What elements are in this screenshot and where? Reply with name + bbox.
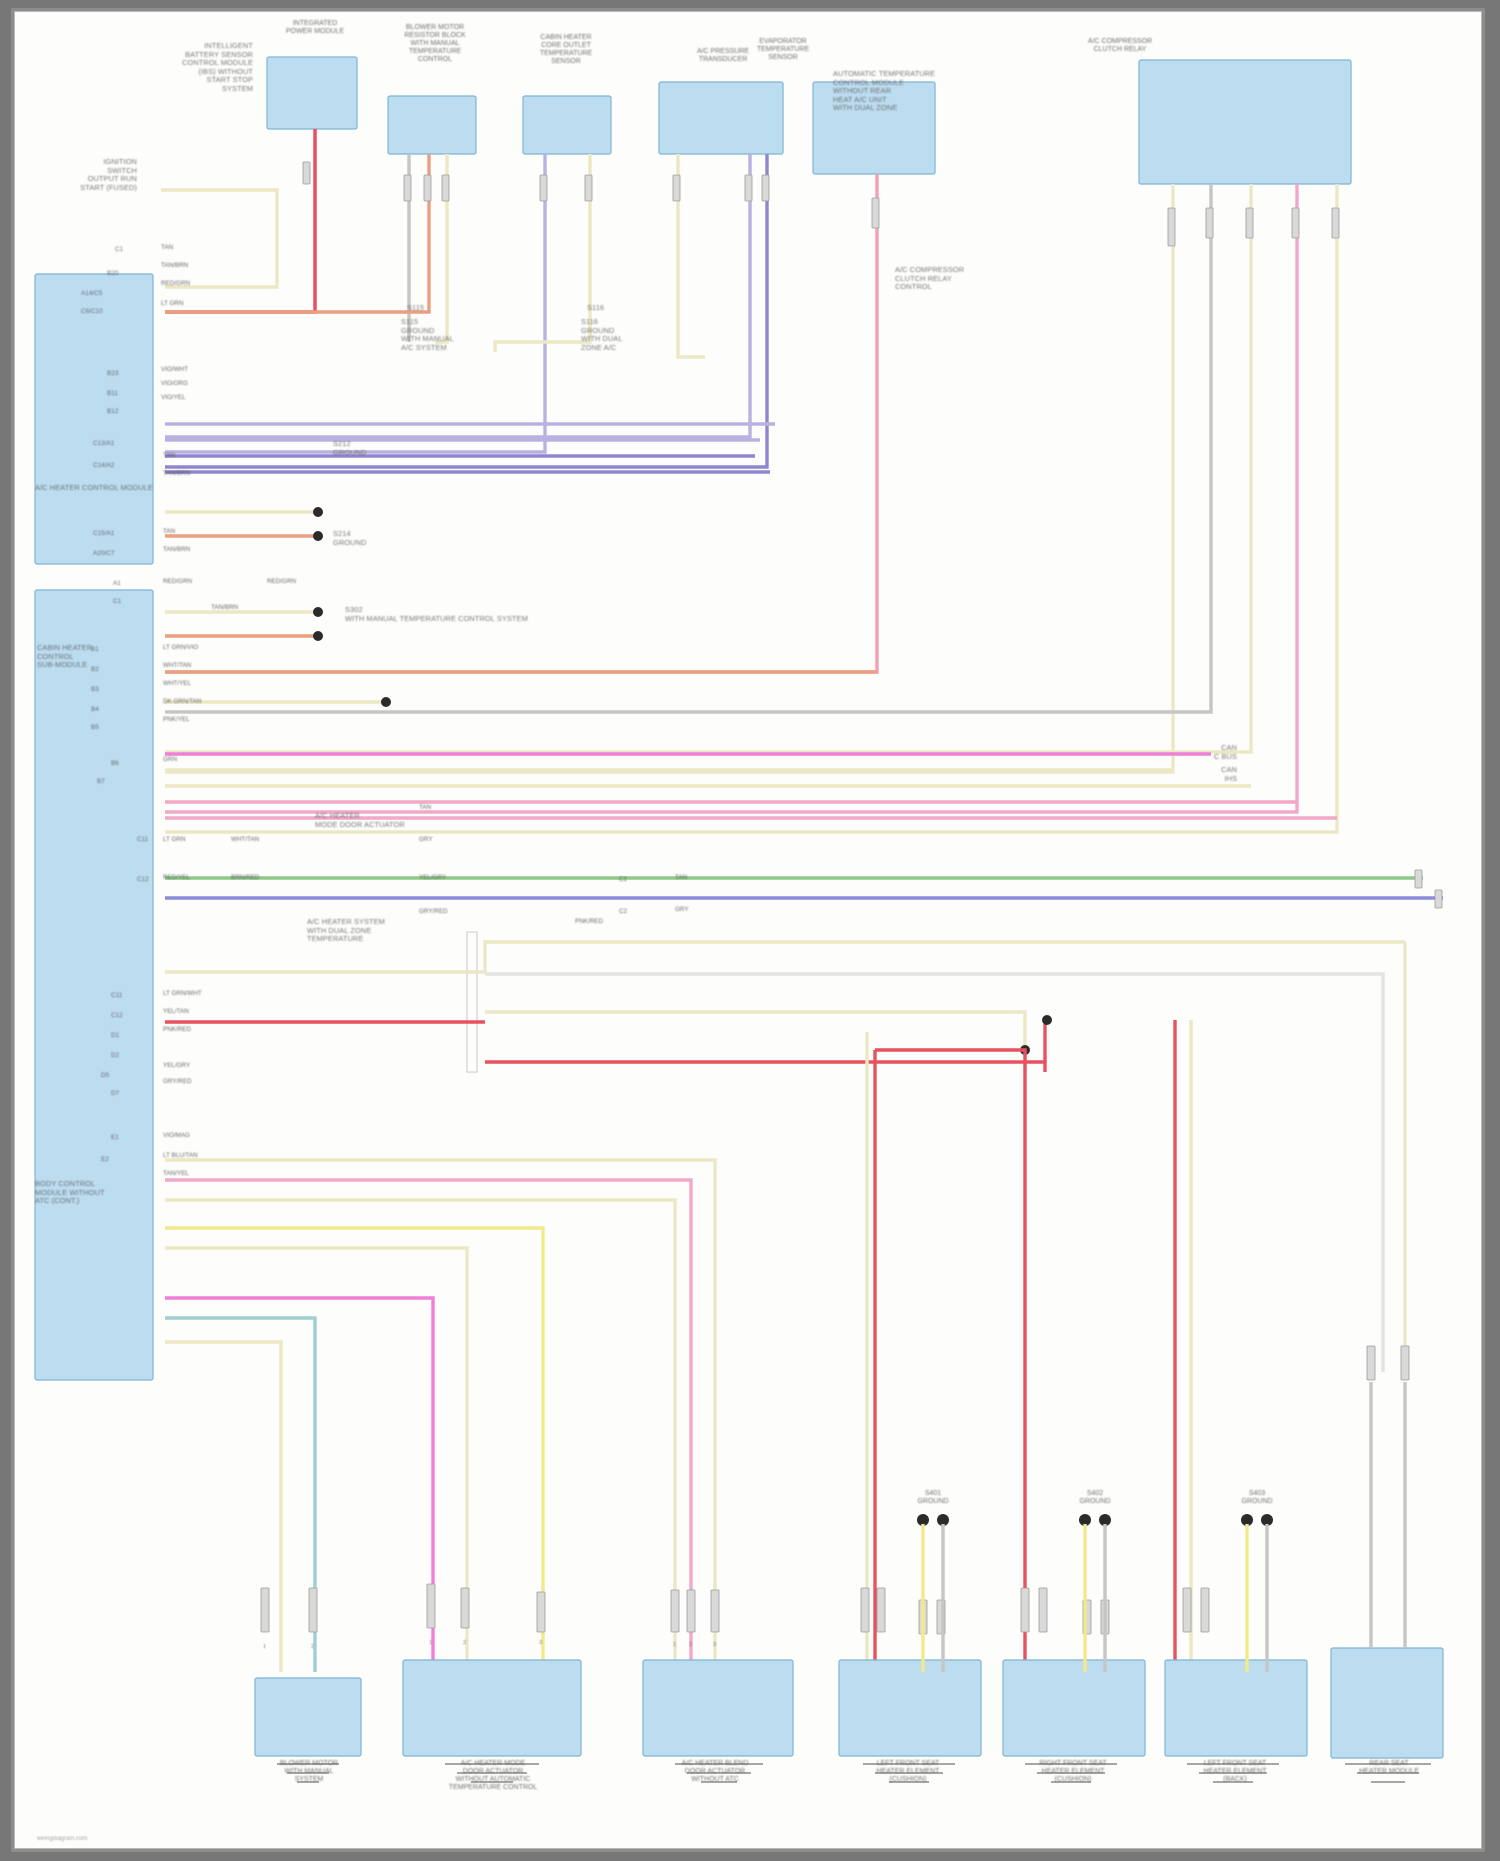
wire-label: YEL/TAN bbox=[163, 1008, 189, 1015]
pin-label: B6 bbox=[111, 760, 119, 767]
pin-label: B20 bbox=[107, 270, 119, 277]
top-module-caption-6: A/C COMPRESSOR CLUTCH RELAY bbox=[1087, 38, 1153, 53]
wire-label: GRY bbox=[675, 906, 689, 913]
pin-label: E2 bbox=[101, 1156, 109, 1163]
pin-label: C6/C10 bbox=[81, 308, 103, 315]
wire-label: LT GRN bbox=[163, 836, 186, 843]
pin-label: B23 bbox=[107, 370, 119, 377]
pin-label: B3 bbox=[91, 686, 99, 693]
pin-label: A14/C5 bbox=[81, 290, 103, 297]
seat-splice-label-3: S403 GROUND bbox=[1241, 1490, 1273, 1505]
bottom-module-caption-5: RIGHT FRONT SEAT HEATER ELEMENT (CUSHION… bbox=[1039, 1760, 1107, 1783]
wire-label: PNK/RED bbox=[575, 918, 603, 925]
wire-label: TAN/BRN bbox=[211, 604, 239, 611]
pin-label: C12 bbox=[111, 1012, 123, 1019]
top-module-caption-4: A/C PRESSURE TRANSDUCER bbox=[696, 48, 750, 63]
pin-label: C12 bbox=[137, 876, 149, 883]
bm-pin: 1 bbox=[429, 1640, 433, 1646]
wire-label: RED/GRN bbox=[163, 578, 193, 585]
top-module-caption-5: EVAPORATOR TEMPERATURE SENSOR bbox=[756, 38, 810, 61]
bm-pin: 1 bbox=[263, 1644, 267, 1650]
wire-label: C1 bbox=[619, 876, 628, 883]
pin-label: B7 bbox=[97, 778, 105, 785]
wire-label: TAN bbox=[675, 874, 688, 881]
pin-label: C1 bbox=[115, 246, 124, 253]
pin-label: B4 bbox=[91, 706, 99, 713]
wire-label: TAN bbox=[163, 452, 176, 459]
bm-pin: 2 bbox=[689, 1642, 693, 1648]
wire-label: YEL/GRY bbox=[163, 1062, 191, 1069]
wire-label: LT BLU/TAN bbox=[163, 1152, 198, 1159]
wire-label: VIO/MAG bbox=[163, 1132, 190, 1139]
wire-label: YEL/GRY bbox=[419, 874, 447, 881]
wire-label: PNK/YEL bbox=[163, 716, 190, 723]
wire-label: PNK/RED bbox=[163, 1026, 191, 1033]
seat-splice-label-1: S401 GROUND bbox=[917, 1490, 949, 1505]
bm-pin: 3 bbox=[713, 1642, 717, 1648]
wire-label: VIO/YEL bbox=[161, 394, 186, 401]
pin-label: B2 bbox=[91, 666, 99, 673]
wire-label: DK GRN/TAN bbox=[163, 698, 202, 705]
wire-label: RED/YEL bbox=[163, 874, 190, 881]
wire-label: TAN/BRN bbox=[163, 546, 191, 553]
pin-label: C11 bbox=[111, 992, 123, 999]
diagram-sheet: .w{fill:none;stroke-linecap:butt;stroke-… bbox=[14, 11, 1482, 1849]
wire-label: TAN bbox=[161, 244, 174, 251]
wire-label: TAN/YEL bbox=[163, 1170, 189, 1177]
wire-label: TAN/BRN bbox=[161, 262, 189, 269]
pin-label: D5 bbox=[101, 1072, 110, 1079]
bm-pin: 3 bbox=[539, 1640, 543, 1646]
bottom-module-caption-1: BLOWER MOTOR WITH MANUAL SYSTEM bbox=[279, 1760, 339, 1783]
pin-label: D7 bbox=[111, 1090, 120, 1097]
pin-label: B12 bbox=[107, 408, 119, 415]
wire-label: VIO/WHT bbox=[161, 366, 188, 373]
wire-label: TAN bbox=[419, 804, 432, 811]
wire-label: GRY/RED bbox=[419, 908, 448, 915]
pin-label: E1 bbox=[111, 1134, 119, 1141]
wire-label: LT GRN/VIO bbox=[163, 644, 199, 651]
wire-label: GRY/RED bbox=[163, 1078, 192, 1085]
top-module-caption-2: BLOWER MOTOR RESISTOR BLOCK WITH MANUAL … bbox=[404, 24, 466, 63]
wire-label: VIO/ORG bbox=[161, 380, 188, 387]
wire-label: C2 bbox=[619, 908, 628, 915]
pin-label: B11 bbox=[107, 390, 118, 397]
pin-label: D1 bbox=[111, 1032, 120, 1039]
bottom-module-caption-4: LEFT FRONT SEAT HEATER ELEMENT (CUSHION) bbox=[876, 1760, 940, 1783]
pin-label: C14/A2 bbox=[93, 462, 115, 469]
wire-label: WHT/YEL bbox=[163, 680, 191, 687]
bottom-module-caption-7: REAR SEAT HEATER MODULE bbox=[1359, 1760, 1419, 1775]
pin-label: C11 bbox=[137, 836, 149, 843]
pin-label: A1 bbox=[113, 580, 121, 587]
pin-label: A20/C7 bbox=[93, 550, 115, 557]
wire-label: RED/GRN bbox=[267, 578, 297, 585]
wire-label: RED/GRN bbox=[161, 280, 191, 287]
bm-pin: 1 bbox=[673, 1642, 677, 1648]
pin-label: C15/A1 bbox=[93, 530, 115, 537]
wire-label: WHT/TAN bbox=[163, 662, 192, 669]
wire-label: GRN bbox=[163, 756, 177, 763]
pin-label: B5 bbox=[91, 724, 99, 731]
wire-label: TAN bbox=[163, 528, 176, 535]
bottom-module-caption-3: A/C HEATER BLEND DOOR ACTUATOR WITHOUT A… bbox=[681, 1760, 749, 1783]
wiring-canvas: .w{fill:none;stroke-linecap:butt;stroke-… bbox=[15, 12, 1481, 1848]
pin-label: C13/A1 bbox=[93, 440, 115, 447]
pin-label: B1 bbox=[91, 646, 99, 653]
wire-label: BRN/RED bbox=[231, 874, 260, 881]
top-module-caption-1: INTEGRATED POWER MODULE bbox=[285, 20, 345, 35]
wire-label: TAN/BRN bbox=[163, 470, 191, 477]
pin-label: C1 bbox=[113, 598, 122, 605]
seat-splice-label-2: S402 GROUND bbox=[1079, 1490, 1111, 1505]
bottom-module-caption-6: LEFT FRONT SEAT HEATER ELEMENT (BACK) bbox=[1203, 1760, 1267, 1783]
wire-label: LT GRN bbox=[161, 300, 184, 307]
pin-label: D2 bbox=[111, 1052, 120, 1059]
bm-pin: 2 bbox=[311, 1644, 315, 1650]
credit-text: wiringdiagram.com bbox=[37, 1836, 88, 1842]
wire-label: LT GRN/WHT bbox=[163, 990, 202, 997]
wire-label: WHT/TAN bbox=[231, 836, 260, 843]
top-module-caption-3: CABIN HEATER CORE OUTLET TEMPERATURE SEN… bbox=[539, 34, 593, 65]
bottom-module-caption-2: A/C HEATER MODE DOOR ACTUATOR WITHOUT AU… bbox=[448, 1760, 538, 1791]
bm-pin: 2 bbox=[463, 1640, 467, 1646]
wire-label: GRY bbox=[419, 836, 433, 843]
